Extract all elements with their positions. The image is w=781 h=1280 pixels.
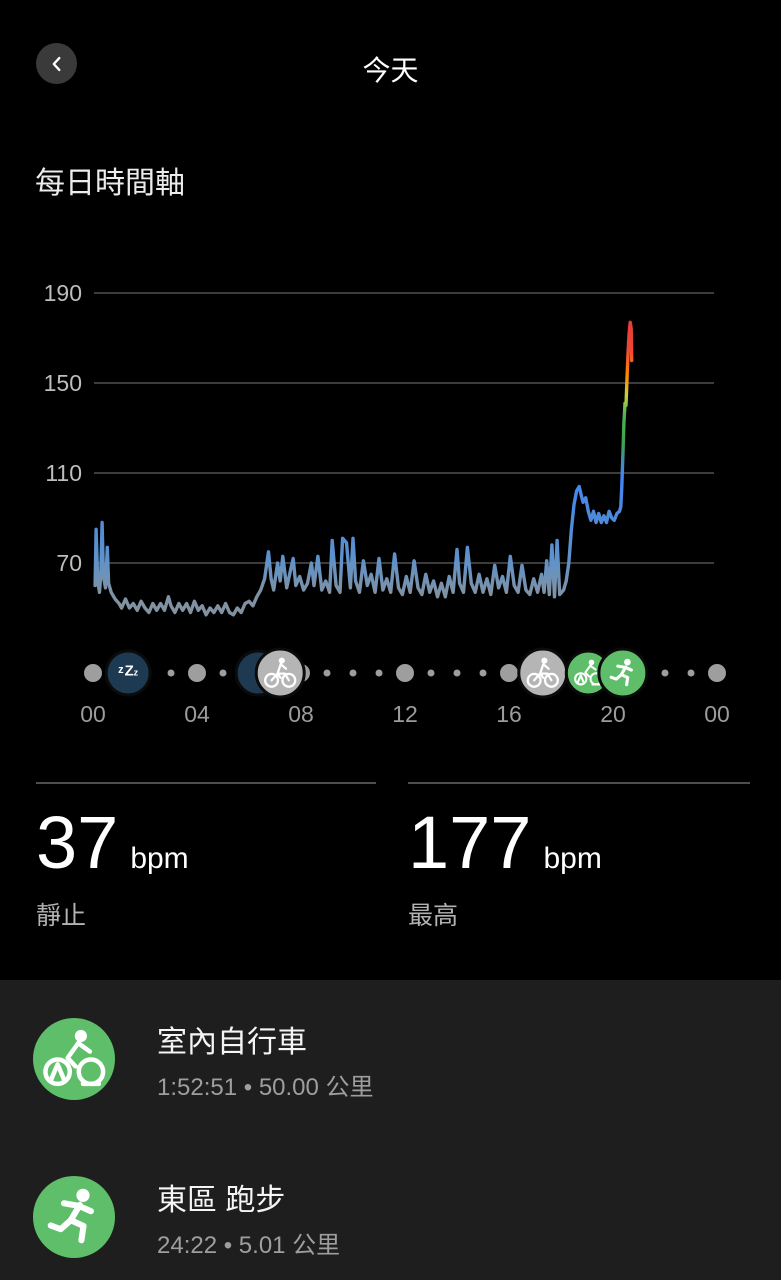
activity-subtitle: 24:22 • 5.01 公里 (157, 1232, 341, 1259)
x-tick-2: 08 (288, 701, 314, 727)
activity-list: 室內自行車 1:52:51 • 50.00 公里 東區 跑步 24:22 • 5… (0, 980, 781, 1280)
x-tick-1: 04 (184, 701, 210, 727)
max-label: 最高 (408, 902, 459, 930)
page-title: 今天 (362, 55, 419, 86)
x-tick-3: 12 (392, 701, 418, 727)
activity-title: 東區 跑步 (157, 1184, 286, 1217)
running-badge[interactable] (597, 647, 649, 699)
y-tick-190: 190 (44, 280, 82, 306)
timeline-dot-hour (188, 664, 206, 682)
timeline-dot-small (323, 669, 331, 677)
cycling-badge-morning[interactable] (254, 647, 306, 699)
timeline-dot-small (219, 669, 227, 677)
x-tick-5: 20 (600, 701, 626, 727)
activity-subtitle: 1:52:51 • 50.00 公里 (157, 1074, 374, 1101)
divider (36, 782, 376, 784)
stat-max: 177 bpm 最高 (408, 782, 750, 932)
y-tick-110: 110 (45, 460, 82, 486)
cycling-badge-evening[interactable] (517, 647, 569, 699)
stat-resting: 37 bpm 靜止 (36, 782, 376, 932)
heart-rate-line (93, 320, 634, 617)
resting-value: 37 (36, 801, 119, 884)
activity-row-indoor-cycling[interactable]: 室內自行車 1:52:51 • 50.00 公里 (33, 1018, 771, 1100)
running-icon (33, 1176, 115, 1258)
timeline-dot-small (167, 669, 175, 677)
x-tick-0: 00 (80, 701, 106, 727)
max-unit: bpm (543, 842, 602, 875)
x-tick-6: 00 (704, 701, 730, 727)
resting-label: 靜止 (36, 902, 87, 930)
timeline-dot-hour (500, 664, 518, 682)
timeline-dot-small (661, 669, 669, 677)
divider (408, 782, 750, 784)
sleep-badge[interactable]: zZz (104, 649, 152, 697)
timeline-dot-hour (708, 664, 726, 682)
timeline-dot-small (687, 669, 695, 677)
chevron-left-icon (52, 56, 60, 71)
activity-title: 室內自行車 (157, 1026, 307, 1059)
timeline-dot-hour (84, 664, 102, 682)
timeline-dot-small (349, 669, 357, 677)
y-tick-70: 70 (56, 550, 82, 576)
timeline-dot-small (375, 669, 383, 677)
timeline-dot-hour (396, 664, 414, 682)
back-button[interactable] (36, 43, 77, 84)
y-tick-150: 150 (44, 370, 82, 396)
indoor-cycling-icon (33, 1018, 115, 1100)
activity-row-running[interactable]: 東區 跑步 24:22 • 5.01 公里 (33, 1176, 771, 1258)
timeline-dot-small (479, 669, 487, 677)
sleep-badge-circle (104, 649, 152, 697)
resting-unit: bpm (130, 842, 189, 875)
heart-rate-timeline-svg[interactable]: 190 150 110 70 zZz 00 04 08 12 16 20 00 (0, 260, 781, 740)
max-value: 177 (408, 801, 532, 884)
heart-rate-chart[interactable]: 190 150 110 70 zZz 00 04 08 12 16 20 00 (0, 260, 781, 740)
zzz-icon: zZz (118, 663, 139, 680)
x-tick-4: 16 (496, 701, 522, 727)
timeline-dot-small (453, 669, 461, 677)
timeline-dot-small (427, 669, 435, 677)
section-title: 每日時間軸 (35, 167, 185, 200)
